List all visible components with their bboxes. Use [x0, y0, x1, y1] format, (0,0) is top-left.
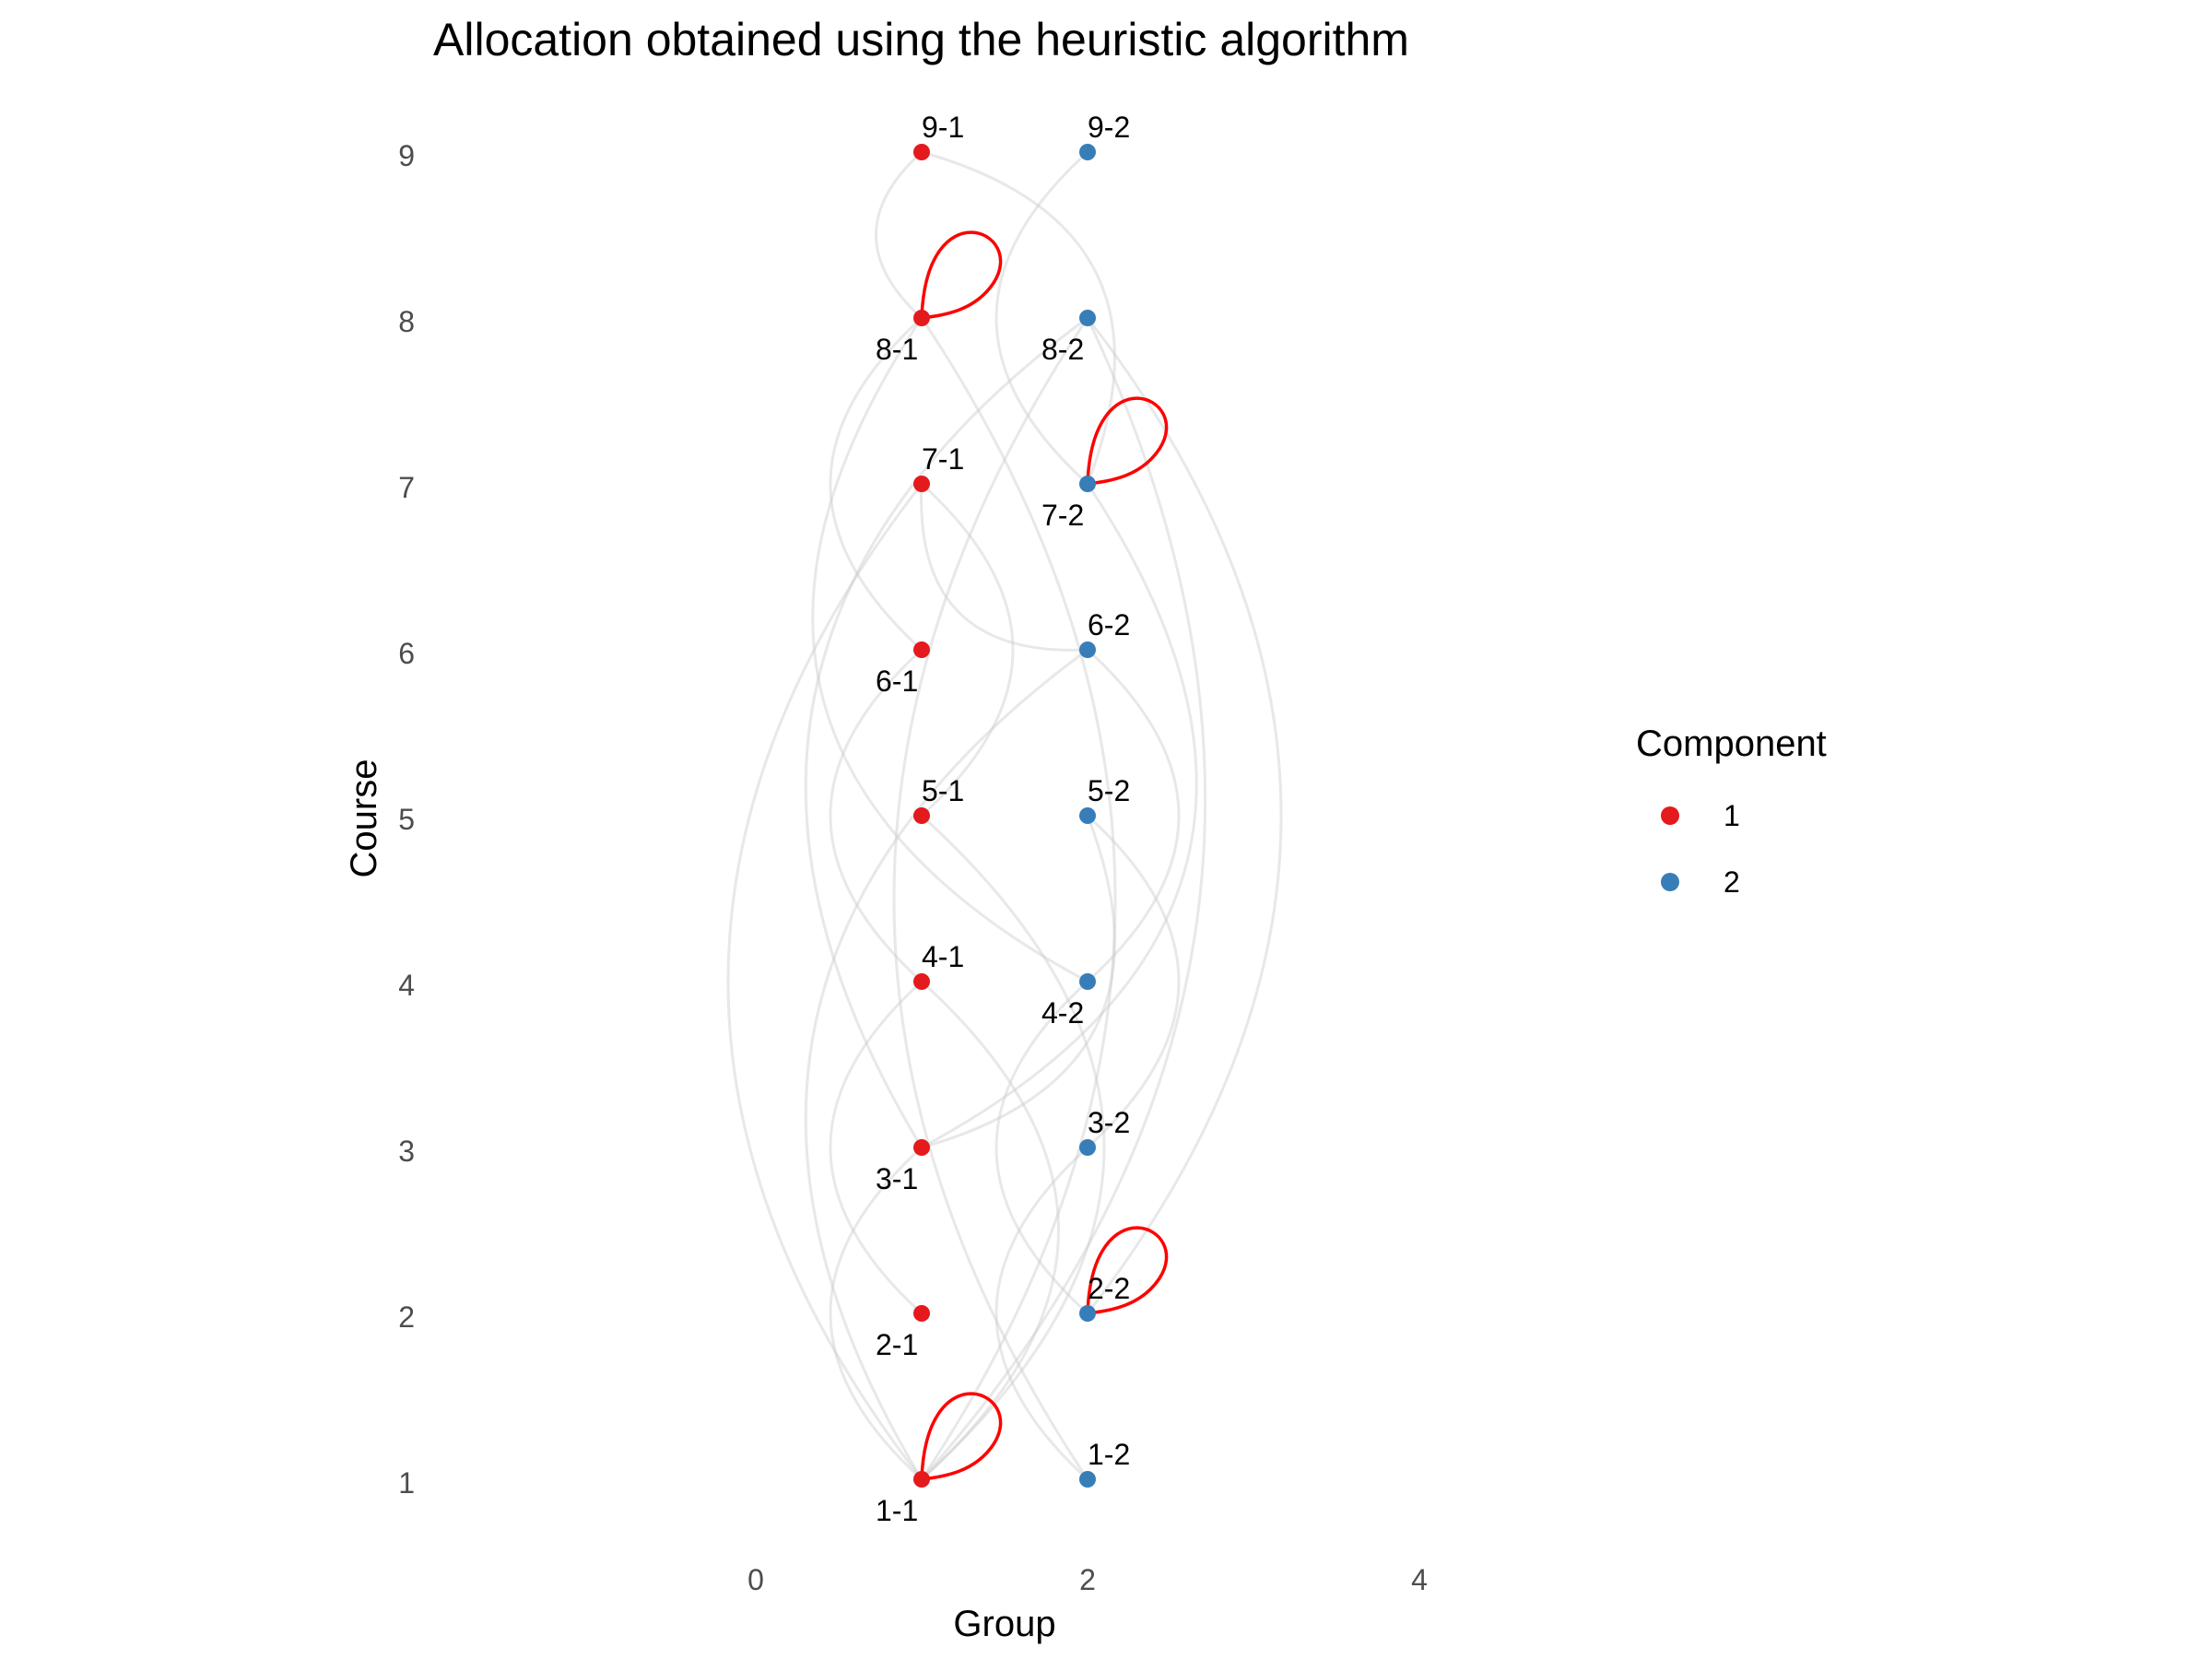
y-tick-label: 7 [398, 471, 415, 504]
node-label-4-2: 4-2 [1041, 996, 1084, 1030]
edge-4-2-2-2 [994, 980, 1089, 1315]
point-5-2 [1079, 807, 1096, 824]
edge-7-1-6-2 [920, 483, 1088, 652]
edge-3-1-7-2 [921, 483, 1198, 1149]
self-loop-2-2 [1086, 1226, 1169, 1315]
edges-layer [726, 150, 1283, 1481]
self-loop-1-1 [920, 1392, 1003, 1481]
y-tick-label: 4 [398, 969, 415, 1002]
node-labels-layer: 1-1 2-1 3-1 4-1 5-1 6-1 7-1 8-1 9-1 1-2 2-2 3-2 4-2 5… [876, 111, 1130, 1527]
node-label-3-2: 3-2 [1088, 1106, 1130, 1139]
x-axis-ticks: 0 2 4 [747, 1563, 1428, 1596]
point-5-1 [913, 807, 930, 824]
node-label-2-2: 2-2 [1088, 1272, 1130, 1305]
point-6-2 [1079, 641, 1096, 658]
edge-1-1-8-2 [920, 317, 1207, 1480]
edge-8-1-4-2 [811, 317, 1088, 983]
edge-9-2-7-2 [994, 150, 1089, 486]
point-7-1 [913, 476, 930, 492]
edge-3-1-8-2 [804, 316, 1088, 1148]
x-axis-title: Group [953, 1604, 1055, 1644]
edge-9-1-7-2 [921, 150, 1116, 485]
node-label-4-1: 4-1 [922, 940, 964, 973]
point-2-1 [913, 1305, 930, 1322]
node-label-6-1: 6-1 [876, 665, 918, 698]
node-label-3-1: 3-1 [876, 1162, 918, 1195]
y-tick-label: 5 [398, 803, 415, 836]
y-axis-title: Course [344, 759, 384, 878]
point-3-1 [913, 1139, 930, 1156]
point-9-1 [913, 144, 930, 160]
self-loop-8-1 [920, 230, 1003, 320]
edge-8-1-9-1 [875, 150, 924, 320]
point-2-2 [1079, 1305, 1096, 1322]
node-label-1-1: 1-1 [876, 1494, 918, 1527]
node-label-5-1: 5-1 [922, 774, 964, 807]
legend-marker-component-2 [1661, 873, 1679, 891]
legend-marker-component-1 [1661, 806, 1679, 825]
edge-6-2-4-2 [1086, 648, 1181, 983]
points-layer [913, 144, 1096, 1488]
node-label-6-2: 6-2 [1088, 608, 1130, 641]
legend-label-component-1: 1 [1724, 799, 1740, 832]
edge-4-1-6-1 [829, 648, 924, 983]
legend: Component 1 2 [1636, 724, 1827, 899]
y-axis-ticks: 1 2 3 4 5 6 7 8 9 [398, 139, 415, 1500]
y-tick-label: 9 [398, 139, 415, 172]
x-tick-label: 0 [747, 1563, 764, 1596]
edge-1-1-4-1 [920, 980, 1060, 1481]
edge-6-1-8-1 [829, 316, 924, 652]
y-tick-label: 8 [398, 305, 415, 338]
edge-2-1-4-1 [829, 980, 924, 1315]
edge-3-1-5-2 [921, 815, 1116, 1149]
point-6-1 [913, 641, 930, 658]
node-label-9-1: 9-1 [922, 111, 964, 144]
point-4-1 [913, 973, 930, 990]
self-loops-layer [920, 230, 1169, 1481]
node-label-8-2: 8-2 [1041, 333, 1084, 366]
edge-5-1-7-1 [920, 482, 1015, 818]
node-label-7-1: 7-1 [922, 442, 964, 476]
node-label-2-1: 2-1 [876, 1328, 918, 1361]
point-8-2 [1079, 310, 1096, 326]
edge-1-1-5-1 [920, 814, 1106, 1481]
x-tick-label: 2 [1079, 1563, 1096, 1596]
point-1-2 [1079, 1471, 1096, 1488]
edge-3-2-1-2 [994, 1146, 1089, 1481]
edge-1-1-3-1 [829, 1146, 924, 1481]
chart-title: Allocation obtained using the heuristic … [433, 14, 1409, 65]
point-3-2 [1079, 1139, 1096, 1156]
point-9-2 [1079, 144, 1096, 160]
point-8-1 [913, 310, 930, 326]
edge-8-2-2-2 [1086, 317, 1283, 1314]
point-7-2 [1079, 476, 1096, 492]
y-tick-label: 3 [398, 1135, 415, 1168]
y-tick-label: 2 [398, 1300, 415, 1334]
node-label-5-2: 5-2 [1088, 774, 1130, 807]
point-4-2 [1079, 973, 1096, 990]
node-label-8-1: 8-1 [876, 333, 918, 366]
legend-title: Component [1636, 724, 1827, 764]
legend-label-component-2: 2 [1724, 865, 1740, 899]
edge-1-1-7-1 [726, 483, 924, 1480]
y-tick-label: 1 [398, 1466, 415, 1500]
x-tick-label: 4 [1411, 1563, 1428, 1596]
edge-1-1-8-1 [920, 317, 1117, 1480]
node-label-7-2: 7-2 [1041, 499, 1084, 532]
edge-5-2-3-2 [1086, 814, 1181, 1149]
node-label-1-2: 1-2 [1088, 1438, 1130, 1471]
edge-1-1-6-2 [804, 648, 1088, 1480]
y-tick-label: 6 [398, 637, 415, 670]
node-label-9-2: 9-2 [1088, 111, 1130, 144]
self-loop-7-2 [1086, 396, 1169, 486]
point-1-1 [913, 1471, 930, 1488]
edge-8-2-1-2 [892, 317, 1089, 1480]
